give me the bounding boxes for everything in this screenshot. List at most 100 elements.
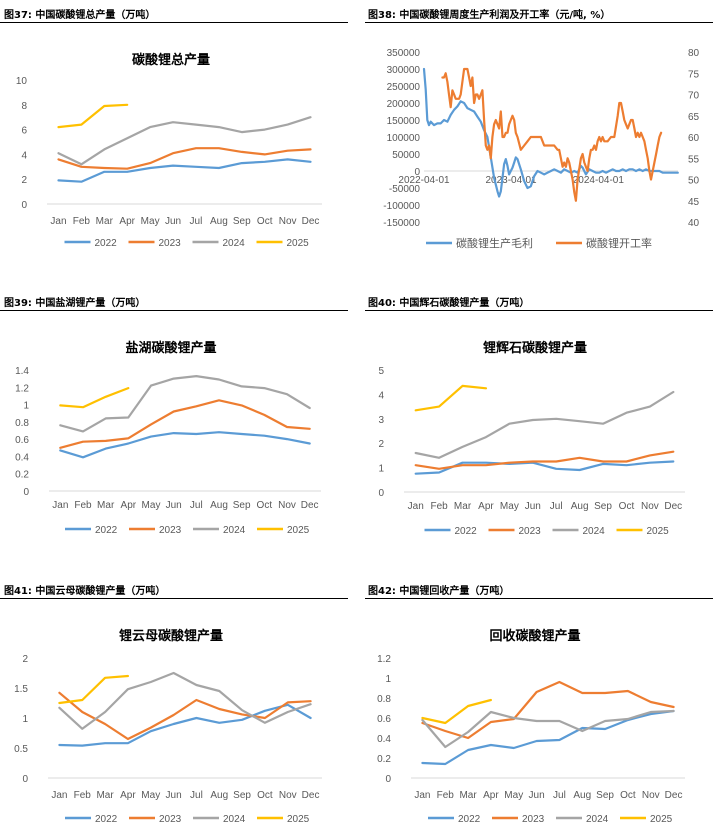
chart4-y-tick-label: 0	[22, 774, 28, 785]
chart-37-title: 碳酸锂总产量	[131, 53, 210, 68]
chart2-y-tick-label: 0.4	[15, 452, 29, 463]
chart1-x-tick-label: 2022-04-01	[398, 175, 450, 186]
chart4-legend-2023-label: 2023	[159, 814, 182, 825]
chart1-y-left-tick-label: 50000	[392, 150, 420, 161]
chart-41-title: 锂云母碳酸锂产量	[118, 629, 223, 644]
chart2-x-tick-label: Sep	[233, 500, 251, 511]
chart0-x-tick-label: Jul	[190, 216, 203, 227]
chart5-legend-2024-label: 2024	[586, 814, 609, 825]
chart1-y-right-tick-label: 55	[688, 154, 700, 165]
chart5-x-tick-label: Jan	[414, 790, 430, 801]
chart5-x-tick-label: Apr	[483, 790, 499, 801]
chart0-y-tick-label: 4	[21, 150, 27, 161]
chart3-legend-2024-label: 2024	[583, 526, 606, 537]
chart3-series-2025-line	[414, 384, 488, 412]
chart2-x-tick-label: Aug	[210, 500, 228, 511]
chart5-legend-2025-label: 2025	[650, 814, 673, 825]
chart2-y-tick-label: 1.2	[15, 383, 29, 394]
chart4-y-tick-label: 1.5	[14, 684, 28, 695]
figure-37-label: 图37: 中国碳酸锂总产量（万吨）	[4, 10, 156, 21]
chart4-y-tick-label: 0.5	[14, 744, 28, 755]
chart2-legend-2025-label: 2025	[287, 525, 310, 536]
chart1-y-left-tick-label: 150000	[387, 116, 421, 127]
chart0-legend-2023-label: 2023	[159, 238, 182, 249]
figure-37-divider	[0, 22, 348, 23]
chart4-y-tick-label: 1	[22, 714, 28, 725]
chart2-y-tick-label: 1.4	[15, 366, 29, 377]
chart0-legend-2024-label: 2024	[223, 238, 246, 249]
chart0-y-tick-label: 0	[21, 200, 27, 211]
chart1-y-right-tick-label: 80	[688, 48, 700, 59]
chart0-x-tick-label: May	[141, 216, 160, 227]
chart3-legend-2023-label: 2023	[519, 526, 542, 537]
figure-42-label: 图42: 中国锂回收产量（万吨）	[368, 586, 510, 597]
chart0-x-tick-label: Jun	[165, 216, 181, 227]
chart2-y-tick-label: 0.6	[15, 435, 29, 446]
chart3-y-tick-label: 0	[378, 488, 384, 499]
chart1-y-left-tick-label: -50000	[389, 184, 421, 195]
figure-41-divider	[0, 598, 348, 599]
figure-42-divider	[365, 598, 713, 599]
chart0-x-tick-label: Apr	[119, 216, 135, 227]
chart1-y-right-tick-label: 45	[688, 197, 700, 208]
chart5-series-2025-line	[421, 698, 492, 725]
chart3-y-tick-label: 4	[378, 390, 384, 401]
chart4-series-2024-line	[58, 671, 312, 730]
chart4-legend-2022-label: 2022	[95, 814, 118, 825]
figure-38-divider	[365, 22, 713, 23]
chart3-x-tick-label: Nov	[641, 501, 659, 512]
chart1-y-left-tick-label: 350000	[387, 48, 421, 59]
chart5-y-tick-label: 1.2	[377, 654, 391, 665]
chart2-x-tick-label: May	[142, 500, 161, 511]
chart1-y-right-tick-label: 40	[688, 218, 700, 229]
chart4-x-tick-label: Feb	[74, 790, 92, 801]
figure-40-label: 图40: 中国辉石碳酸锂产量（万吨）	[368, 298, 530, 309]
chart0-y-tick-label: 2	[21, 175, 27, 186]
chart5-x-tick-label: Mar	[459, 790, 477, 801]
chart4-x-tick-label: Dec	[302, 790, 320, 801]
chart2-y-tick-label: 0	[23, 487, 29, 498]
chart0-x-tick-label: Oct	[257, 216, 273, 227]
chart4-legend-2024-label: 2024	[223, 814, 246, 825]
chart0-x-tick-label: Mar	[96, 216, 114, 227]
chart2-x-tick-label: Jan	[52, 500, 68, 511]
chart3-y-tick-label: 1	[378, 464, 384, 475]
chart4-x-tick-label: Mar	[96, 790, 114, 801]
chart1-legend-0-label: 碳酸锂生产毛利	[456, 236, 533, 250]
chart1-legend-1-label: 碳酸锂开工率	[586, 236, 652, 250]
chart5-y-tick-label: 1	[385, 674, 391, 685]
chart-42-title: 回收碳酸锂产量	[489, 629, 581, 644]
chart3-x-tick-label: Jun	[525, 501, 541, 512]
chart2-legend-2024-label: 2024	[223, 525, 246, 536]
chart3-y-tick-label: 3	[378, 415, 384, 426]
figure-38-label: 图38: 中国碳酸锂周度生产利润及开工率（元/吨, %）	[368, 10, 611, 21]
chart0-y-tick-label: 8	[21, 101, 27, 112]
chart3-x-tick-label: Jan	[408, 501, 424, 512]
chart2-x-tick-label: Mar	[97, 500, 115, 511]
chart3-legend-2025-label: 2025	[647, 526, 670, 537]
chart2-x-tick-label: Jun	[166, 500, 182, 511]
chart4-x-tick-label: Apr	[120, 790, 136, 801]
chart3-series-2024-line	[414, 390, 675, 459]
chart3-x-tick-label: Oct	[619, 501, 635, 512]
chart3-series-2022-line	[414, 460, 675, 475]
chart1-series-left-line	[422, 67, 679, 198]
chart1-y-right-tick-label: 75	[688, 69, 700, 80]
chart5-y-tick-label: 0.2	[377, 754, 391, 765]
figure-40-divider	[365, 310, 713, 311]
chart0-x-tick-label: Sep	[233, 216, 251, 227]
chart0-series-2024-line	[57, 116, 312, 166]
chart3-x-tick-label: Dec	[664, 501, 682, 512]
chart3-x-tick-label: Sep	[594, 501, 612, 512]
chart2-x-tick-label: Apr	[121, 500, 137, 511]
chart3-x-tick-label: Jul	[550, 501, 563, 512]
chart2-series-2025-line	[59, 387, 130, 409]
chart4-legend-2025-label: 2025	[287, 814, 310, 825]
chart4-y-tick-label: 2	[22, 654, 28, 665]
chart5-x-tick-label: Jun	[529, 790, 545, 801]
chart1-x-tick-label: 2024-04-01	[573, 175, 625, 186]
chart2-y-tick-label: 1	[23, 401, 29, 412]
chart0-x-tick-label: Dec	[302, 216, 320, 227]
chart0-x-tick-label: Feb	[73, 216, 91, 227]
chart5-x-tick-label: Feb	[437, 790, 455, 801]
